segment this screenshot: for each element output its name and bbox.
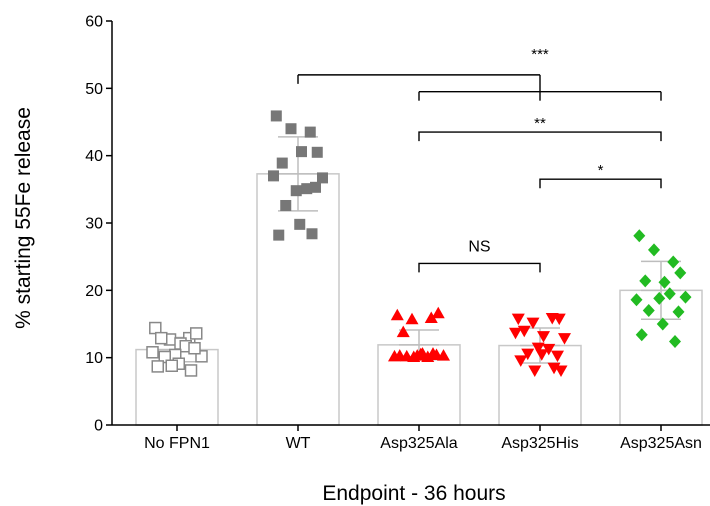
y-tick-label: 20 [85,283,103,300]
point-asp325his [511,313,525,326]
point-asp325asn [633,229,646,243]
point-asp325his [542,343,556,356]
point-wt [268,170,279,182]
point-asp325asn [630,293,643,307]
point-wt [290,185,302,197]
point-asp325asn [656,317,669,331]
point-asp325his [531,342,545,355]
x-tick-label: WT [286,435,311,452]
point-asp325ala [396,325,410,338]
point-no-fpn1 [158,350,171,364]
x-tick-label: Asp325Asn [620,435,702,452]
y-tick-label: 0 [94,418,103,435]
bracket [539,178,662,189]
point-wt [273,229,285,241]
bracket [418,131,662,142]
point-no-fpn1 [151,360,164,373]
point-asp325ala [405,312,419,325]
axes: 0 10 20 30 40 50 60 No FPN1 WT Asp325Ala Asp325His… [85,14,710,452]
point-wt [306,228,318,240]
point-asp325asn [658,275,671,289]
point-no-fpn1 [146,346,159,359]
y-axis-title: % starting 55Fe release [12,107,35,329]
x-tick-label: Asp325Ala [380,435,457,452]
point-no-fpn1 [195,350,208,363]
y-tick-label: 60 [85,14,103,31]
point-asp325his [558,333,571,345]
point-asp325asn [679,290,692,304]
point-asp325asn [635,328,648,342]
point-wt [304,126,316,138]
point-wt [270,110,282,122]
y-tick-label: 40 [85,148,103,165]
point-asp325asn [648,243,660,257]
y-tick-label: 10 [85,350,103,367]
point-asp325asn [669,335,681,349]
point-asp325asn [667,255,680,269]
point-wt [311,146,323,158]
point-no-fpn1 [188,341,201,355]
point-no-fpn1 [190,327,203,340]
bars [135,173,703,426]
significance-label: * [598,162,604,179]
point-wt [280,199,292,211]
point-asp325his [521,348,535,361]
point-asp325his [552,313,566,326]
point-no-fpn1 [165,359,178,372]
point-no-fpn1 [155,331,168,345]
x-tick-label: No FPN1 [144,435,210,452]
y-tick-label: 50 [85,81,103,98]
point-asp325his [526,317,540,330]
point-wt [310,181,321,193]
x-axis-title: Endpoint - 36 hours [322,482,505,505]
bar-asp325his [498,344,582,426]
point-asp325ala [424,311,438,323]
data-points [146,110,692,377]
point-asp325ala [431,306,445,319]
point-asp325his [528,365,542,377]
point-asp325his [509,327,522,340]
point-asp325ala [426,347,440,359]
y-tick-label: 30 [85,216,103,233]
point-asp325asn [672,305,685,319]
point-asp325asn [663,287,676,301]
x-tick-label: Asp325His [501,435,578,452]
point-asp325his [514,355,528,367]
point-asp325asn [642,304,655,318]
point-no-fpn1 [184,364,198,377]
point-wt [294,218,306,230]
bracket [418,262,541,273]
point-asp325his [535,349,549,361]
point-asp325asn [674,266,687,280]
point-asp325asn [653,291,666,305]
point-wt [317,172,328,184]
significance-brackets: ******NS [297,46,662,273]
point-asp325ala [407,350,421,362]
point-asp325ala [390,308,404,321]
point-wt [285,123,297,135]
point-asp325ala [393,349,407,361]
point-wt [276,157,288,169]
bar-wt [256,173,340,426]
significance-label: *** [531,46,549,63]
point-wt [296,146,307,158]
significance-label: ** [534,115,546,132]
point-wt [301,183,313,195]
point-asp325asn [639,274,652,288]
point-asp325ala [414,347,428,360]
point-asp325his [554,365,568,377]
point-asp325his [537,331,550,343]
significance-label: NS [468,238,490,255]
point-asp325his [551,350,564,363]
